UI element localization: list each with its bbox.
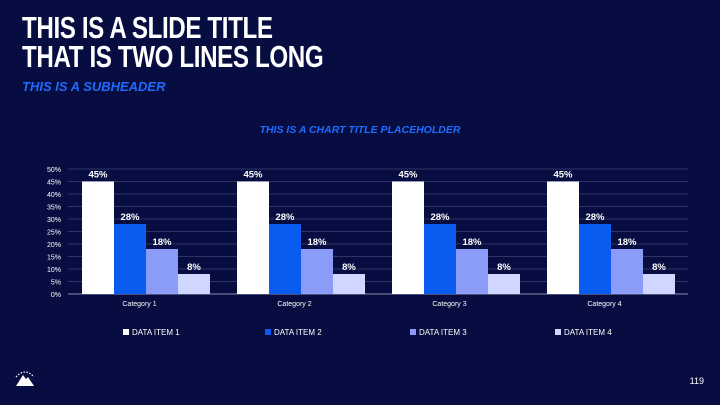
y-tick-label: 50% xyxy=(47,167,61,174)
y-tick-label: 25% xyxy=(47,230,61,237)
data-label: 45% xyxy=(243,170,263,181)
chart-title: THIS IS A CHART TITLE PLACEHOLDER xyxy=(259,124,461,136)
data-label: 28% xyxy=(275,212,295,223)
legend-label: DATA ITEM 1 xyxy=(132,328,180,337)
legend-swatch xyxy=(410,329,416,335)
bar-3 xyxy=(611,249,643,294)
data-label: 18% xyxy=(152,237,172,248)
legend-label: DATA ITEM 2 xyxy=(274,328,322,337)
data-label: 28% xyxy=(430,212,450,223)
bar-1 xyxy=(547,181,579,294)
slide-subheader: THIS IS A SUBHEADER xyxy=(22,79,166,94)
legend-label: DATA ITEM 3 xyxy=(419,328,467,337)
bar-4 xyxy=(643,274,675,294)
y-tick-label: 35% xyxy=(47,205,61,212)
bar-4 xyxy=(178,274,210,294)
data-label: 8% xyxy=(497,262,511,273)
category-label: Category 3 xyxy=(432,301,466,308)
category-label: Category 1 xyxy=(122,301,156,308)
data-label: 45% xyxy=(553,170,573,181)
slide-title-line-1: THIS IS A SLIDE TITLE xyxy=(22,10,273,45)
data-label: 28% xyxy=(120,212,140,223)
legend-swatch xyxy=(555,329,561,335)
slide-title-line-2: THAT IS TWO LINES LONG xyxy=(22,39,324,74)
category-label: Category 2 xyxy=(277,301,311,308)
bar-4 xyxy=(333,274,365,294)
mountain-logo-icon xyxy=(15,371,35,386)
bar-2 xyxy=(424,224,456,294)
y-tick-label: 15% xyxy=(47,255,61,262)
y-tick-label: 45% xyxy=(47,180,61,187)
y-tick-label: 20% xyxy=(47,242,61,249)
y-tick-label: 30% xyxy=(47,217,61,224)
bar-3 xyxy=(301,249,333,294)
bar-1 xyxy=(82,181,114,294)
bar-1 xyxy=(237,181,269,294)
data-label: 18% xyxy=(617,237,637,248)
data-label: 28% xyxy=(585,212,605,223)
bar-2 xyxy=(269,224,301,294)
page-number: 119 xyxy=(689,376,704,386)
bar-4 xyxy=(488,274,520,294)
y-tick-label: 10% xyxy=(47,267,61,274)
bar-3 xyxy=(146,249,178,294)
bar-1 xyxy=(392,181,424,294)
legend-swatch xyxy=(123,329,129,335)
y-tick-label: 5% xyxy=(51,280,61,287)
slide-title: THIS IS A SLIDE TITLE THAT IS TWO LINES … xyxy=(22,10,324,74)
data-label: 8% xyxy=(187,262,201,273)
bar-2 xyxy=(114,224,146,294)
legend-swatch xyxy=(265,329,271,335)
data-label: 45% xyxy=(398,170,418,181)
bar-3 xyxy=(456,249,488,294)
data-label: 8% xyxy=(342,262,356,273)
y-tick-label: 40% xyxy=(47,192,61,199)
data-label: 45% xyxy=(88,170,108,181)
data-label: 8% xyxy=(652,262,666,273)
data-label: 18% xyxy=(462,237,482,248)
data-label: 18% xyxy=(307,237,327,248)
legend-label: DATA ITEM 4 xyxy=(564,328,612,337)
y-tick-label: 0% xyxy=(51,292,61,299)
category-label: Category 4 xyxy=(587,301,621,308)
bar-2 xyxy=(579,224,611,294)
